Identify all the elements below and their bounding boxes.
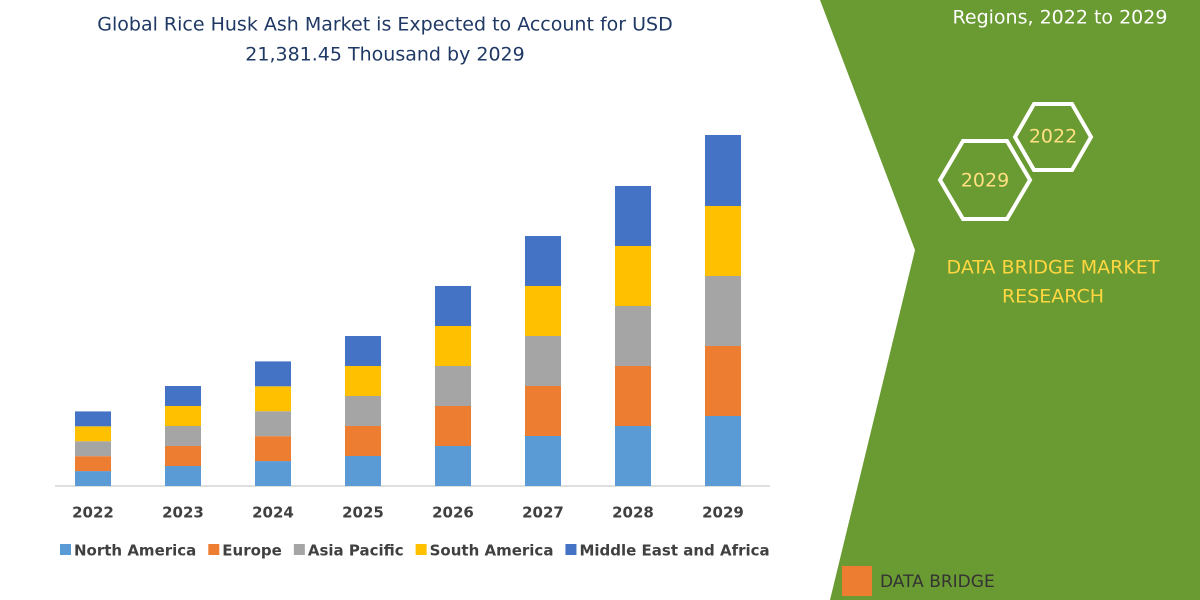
bar-segment (345, 425, 381, 456)
logo-mark (842, 566, 872, 596)
bar-segment (345, 335, 381, 366)
bar-segment (615, 245, 651, 306)
bar-segment (705, 205, 741, 276)
x-tick-label: 2026 (432, 504, 474, 522)
bar-segment (705, 135, 741, 206)
legend-label: South America (430, 542, 554, 560)
hex-label: 2029 (961, 170, 1009, 192)
bar-segment (525, 335, 561, 386)
bar-segment (525, 435, 561, 486)
bar-segment (165, 405, 201, 426)
bar-segment (345, 365, 381, 396)
bar-segment (615, 305, 651, 366)
bar-segment (705, 415, 741, 486)
bar-segment (255, 386, 291, 412)
hexagon (937, 139, 1033, 221)
legend-swatch (208, 544, 220, 555)
bar-segment (345, 455, 381, 486)
bar-segment (525, 385, 561, 436)
hexagon (1012, 102, 1094, 172)
bar-segment (435, 365, 471, 406)
bar-segment (255, 436, 291, 462)
bar-segment (435, 325, 471, 366)
bar-segment (255, 361, 291, 387)
bar-segment (705, 345, 741, 416)
bar-segment (165, 425, 201, 446)
bar-segment (525, 285, 561, 336)
x-tick-label: 2029 (702, 504, 744, 522)
bar-segment (345, 395, 381, 426)
bar-segment (75, 411, 111, 427)
legend-swatch (293, 544, 305, 555)
logo-text: DATA BRIDGE (880, 572, 995, 592)
bar-segment (615, 365, 651, 426)
bar-segment (75, 456, 111, 472)
legend-swatch (565, 544, 577, 555)
bar-segment (255, 461, 291, 486)
bar-segment (435, 445, 471, 486)
x-tick-label: 2023 (162, 504, 204, 522)
legend-swatch (60, 544, 71, 555)
bar-segment (435, 405, 471, 446)
panel-caption: Regions, 2022 to 2029 (953, 7, 1168, 29)
legend-label: Europe (222, 542, 282, 560)
bar-segment (165, 385, 201, 406)
legend-label: North America (74, 542, 196, 560)
side-panel (820, 0, 1200, 600)
bar-segment (75, 471, 111, 486)
bar-segment (615, 185, 651, 246)
bar-segment (705, 275, 741, 346)
x-tick-label: 2027 (522, 504, 564, 522)
legend-label: Asia Pacific (308, 542, 404, 560)
bar-segment (75, 441, 111, 457)
chart-subtitle: 21,381.45 Thousand by 2029 (245, 44, 524, 66)
legend-swatch (415, 544, 427, 555)
bar-segment (525, 235, 561, 286)
legend-label: Middle East and Africa (579, 542, 769, 560)
brand-text: DATA BRIDGE MARKET (947, 257, 1160, 279)
x-tick-label: 2024 (252, 504, 294, 522)
bar-segment (615, 425, 651, 486)
hex-label: 2022 (1029, 126, 1077, 148)
x-tick-label: 2022 (72, 504, 114, 522)
bar-segment (75, 426, 111, 442)
brand-text: RESEARCH (1002, 286, 1104, 308)
bar-segment (165, 465, 201, 486)
bar-segment (435, 285, 471, 326)
bar-segment (165, 445, 201, 466)
chart-title: Global Rice Husk Ash Market is Expected … (97, 14, 672, 36)
x-tick-label: 2028 (612, 504, 654, 522)
x-tick-label: 2025 (342, 504, 384, 522)
bar-segment (255, 411, 291, 437)
